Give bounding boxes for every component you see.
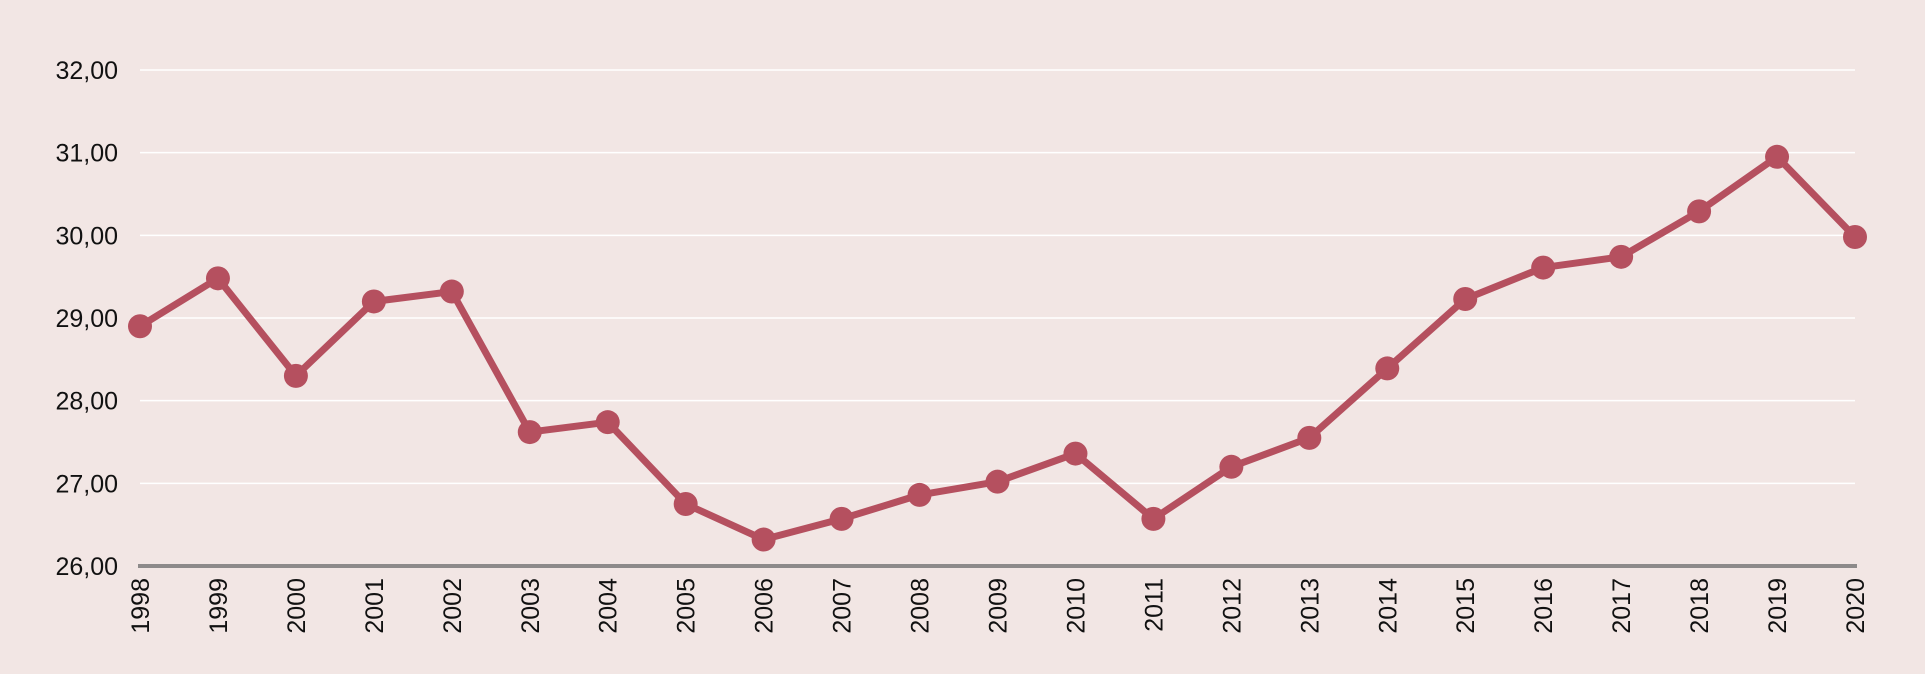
x-tick-label: 2010 (1062, 578, 1090, 634)
data-point-2008 (907, 482, 932, 507)
x-tick-label: 2009 (985, 578, 1013, 634)
x-tick-label: 2020 (1842, 578, 1870, 634)
data-point-2004 (595, 410, 620, 435)
x-tick-label: 2007 (829, 578, 857, 634)
x-tick-label: 2013 (1296, 578, 1324, 634)
data-point-2013 (1297, 425, 1322, 450)
x-tick-label: 2019 (1764, 578, 1792, 634)
data-point-2002 (439, 279, 464, 304)
data-point-2019 (1765, 144, 1790, 169)
data-point-2000 (283, 363, 308, 388)
y-tick-label: 30,00 (55, 222, 118, 250)
x-tick-label: 2001 (361, 578, 389, 634)
y-tick-label: 32,00 (55, 57, 118, 85)
x-tick-label: 2004 (595, 578, 623, 634)
data-point-2012 (1219, 454, 1244, 479)
data-point-1999 (205, 266, 230, 291)
data-point-2001 (361, 289, 386, 314)
data-point-2005 (673, 492, 698, 516)
data-point-2007 (829, 506, 854, 531)
data-point-2010 (1063, 441, 1088, 466)
data-point-2014 (1375, 356, 1400, 381)
data-point-1998 (128, 314, 152, 339)
y-tick-label: 26,00 (55, 553, 118, 581)
x-tick-label: 2012 (1218, 578, 1246, 634)
x-tick-label: 2015 (1452, 578, 1480, 634)
data-point-2015 (1453, 286, 1478, 311)
data-point-2017 (1609, 244, 1634, 269)
x-axis-ticks: 1998 1999 2000 2001 2002 2003 2004 2005 2006 2007… (127, 578, 1870, 634)
x-tick-label: 1998 (127, 578, 155, 634)
y-tick-label: 29,00 (55, 305, 118, 333)
data-point-2003 (517, 420, 542, 445)
data-point-2006 (751, 527, 776, 552)
y-tick-label: 31,00 (55, 140, 118, 168)
y-axis-ticks: 26,00 27,00 28,00 29,00 30,00 31,00 32,00 (55, 57, 118, 581)
y-tick-label: 28,00 (55, 388, 118, 416)
data-point-2011 (1141, 506, 1166, 531)
x-tick-label: 2014 (1374, 578, 1402, 634)
x-tick-label: 2002 (439, 578, 467, 634)
gridlines (140, 69, 1855, 485)
data-point-2016 (1531, 255, 1556, 280)
y-tick-label: 27,00 (55, 470, 118, 498)
x-tick-label: 2000 (283, 578, 311, 634)
data-point-2018 (1687, 199, 1712, 224)
x-tick-label: 2016 (1530, 578, 1558, 634)
x-tick-label: 2011 (1140, 578, 1168, 632)
x-tick-label: 1999 (205, 578, 233, 634)
x-tick-label: 2006 (751, 578, 779, 634)
x-tick-label: 2003 (517, 578, 545, 634)
data-point-2009 (985, 469, 1010, 494)
series (128, 144, 1867, 552)
x-tick-label: 2018 (1686, 578, 1714, 634)
x-tick-label: 2017 (1608, 578, 1636, 634)
x-tick-label: 2008 (907, 578, 935, 634)
data-point-2020 (1843, 224, 1867, 249)
x-tick-label: 2005 (673, 578, 701, 634)
